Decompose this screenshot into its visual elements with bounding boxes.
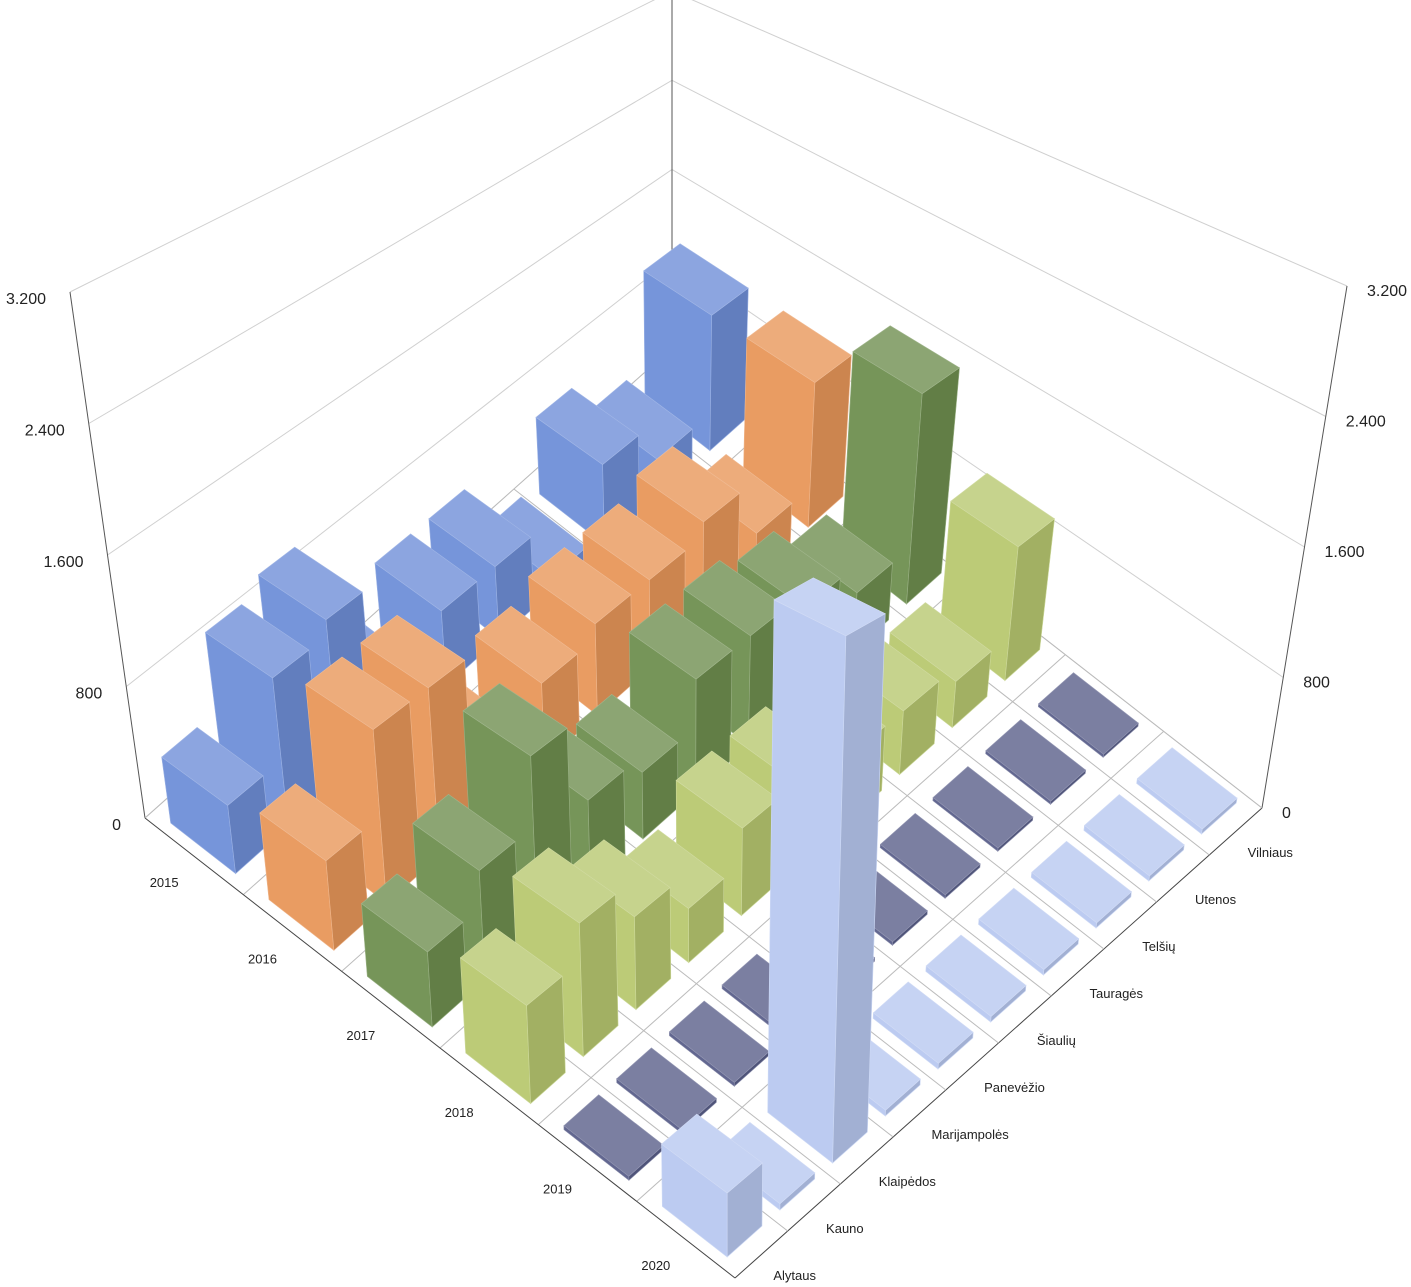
bar: [1037, 672, 1139, 759]
category-label: Kauno: [826, 1221, 864, 1236]
bar: [742, 310, 852, 528]
bar-top-face: [412, 794, 516, 871]
y-tick-label: 3.200: [6, 291, 46, 308]
bar: [575, 694, 679, 840]
bar: [1030, 840, 1132, 929]
bar-top-face: [879, 813, 981, 896]
y-tick-label: 0: [112, 817, 121, 834]
bar-top-face: [462, 683, 568, 757]
axis-line: [69, 291, 146, 819]
bar-top-face: [1136, 747, 1238, 830]
bar-top-face: [872, 981, 974, 1064]
bar: [985, 719, 1087, 806]
bar-top-face: [259, 783, 363, 862]
bar-top-face: [950, 472, 1056, 548]
bar-top-face: [628, 603, 733, 680]
bar-top-face: [889, 602, 992, 682]
bar: [932, 766, 1034, 853]
category-label: Klaipėdos: [879, 1174, 937, 1189]
series-label: 2018: [445, 1105, 474, 1120]
bar-top-face: [257, 546, 363, 620]
bar-top-face: [360, 614, 466, 689]
y-tick-label: 0: [1282, 805, 1291, 822]
bar: [259, 783, 370, 951]
bar-top-face: [636, 446, 741, 523]
bar-top-face: [374, 533, 478, 612]
bar: [925, 934, 1027, 1023]
bar: [459, 928, 566, 1105]
category-label: Utenos: [1195, 892, 1237, 907]
bar-left-face: [767, 599, 847, 1164]
category-label: Marijampolės: [931, 1127, 1009, 1142]
bar-top-face: [428, 489, 532, 567]
bar-top-face: [575, 694, 679, 773]
bar: [872, 981, 974, 1070]
bar-top-face: [204, 604, 310, 679]
bar-top-face: [978, 887, 1080, 970]
bar-top-face: [305, 656, 411, 730]
bar-top-face: [582, 503, 686, 581]
axis-line: [1261, 285, 1348, 809]
category-label: Šiaulių: [1037, 1033, 1076, 1048]
y-tick-label: 3.200: [1367, 283, 1407, 300]
y-tick-label: 2.400: [1346, 414, 1386, 431]
y-tick-label: 1.600: [1325, 544, 1365, 561]
bar: [668, 1000, 770, 1087]
category-label: Panevėžio: [984, 1080, 1045, 1095]
bar-top-face: [852, 325, 961, 394]
bar-top-face: [616, 1047, 717, 1130]
bar-top-face: [643, 243, 749, 316]
series-label: 2015: [150, 875, 179, 890]
series-label: 2019: [543, 1181, 572, 1196]
bar: [767, 577, 886, 1164]
bar-top-face: [512, 847, 616, 924]
bar: [1136, 747, 1238, 835]
bar-top-face: [985, 719, 1087, 802]
bar-top-face: [1038, 672, 1139, 755]
category-label: Tauragės: [1090, 986, 1144, 1001]
bar-top-face: [528, 547, 632, 625]
y-tick-label: 2.400: [25, 423, 65, 440]
bar-top-face: [1031, 840, 1132, 924]
bar-top-face: [161, 727, 264, 806]
grid-line: [69, 0, 1348, 293]
floor-line: [144, 817, 736, 1279]
series-label: 2016: [248, 951, 277, 966]
bar-top-face: [474, 605, 578, 684]
bar-top-face: [361, 873, 464, 953]
bar: [1083, 794, 1185, 882]
category-label: Vilniaus: [1248, 845, 1294, 860]
bar: [978, 887, 1080, 976]
bar: [675, 750, 779, 917]
category-label: Telšių: [1142, 939, 1175, 954]
bar-top-face: [661, 1113, 763, 1194]
bar: [879, 813, 981, 900]
bar: [161, 727, 271, 875]
bar-top-face: [773, 577, 886, 637]
category-label: Alytaus: [773, 1268, 816, 1283]
y-tick-label: 800: [76, 686, 103, 703]
series-label: 2017: [346, 1028, 375, 1043]
bar-top-face: [535, 387, 639, 465]
bar: [361, 873, 468, 1028]
bar-top-face: [746, 310, 852, 383]
bar-top-face: [1084, 794, 1185, 877]
bar-top-face: [932, 766, 1034, 849]
bar-top-face: [925, 934, 1027, 1017]
y-tick-label: 1.600: [43, 554, 83, 571]
series-label: 2020: [641, 1258, 670, 1273]
bar: [661, 1113, 763, 1258]
y-tick-label: 800: [1303, 675, 1330, 692]
bar-top-face: [459, 928, 563, 1006]
